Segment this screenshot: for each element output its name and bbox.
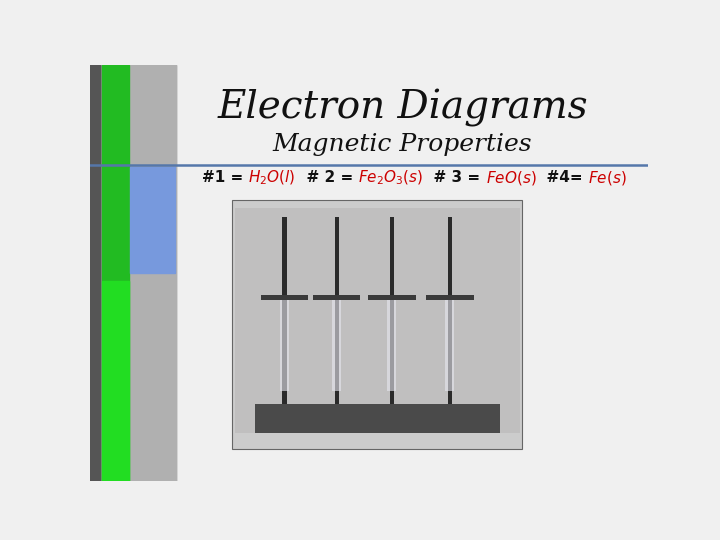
Bar — [333, 300, 341, 391]
Text: Magnetic Properties: Magnetic Properties — [273, 133, 532, 156]
Bar — [282, 217, 287, 404]
Bar — [335, 217, 339, 404]
Bar — [387, 300, 396, 391]
Bar — [448, 217, 452, 404]
Bar — [446, 300, 454, 391]
Bar — [129, 65, 176, 481]
Bar — [90, 65, 100, 481]
Text: $Fe(s)$: $Fe(s)$ — [588, 169, 626, 187]
Bar — [130, 167, 175, 273]
Bar — [233, 200, 523, 449]
Bar — [261, 295, 308, 300]
Bar — [90, 65, 176, 481]
Text: $FeO(s)$: $FeO(s)$ — [485, 169, 536, 187]
Text: # 3 =: # 3 = — [423, 171, 485, 185]
Text: #1 =: #1 = — [202, 171, 248, 185]
Bar — [313, 295, 361, 300]
Bar — [390, 217, 394, 404]
Bar — [102, 65, 129, 481]
Text: #4=: #4= — [536, 171, 588, 185]
Bar — [280, 300, 289, 391]
Bar — [368, 295, 415, 300]
Text: # 2 =: # 2 = — [296, 171, 358, 185]
Text: Electron Diagrams: Electron Diagrams — [217, 90, 588, 127]
Bar — [235, 208, 520, 433]
Bar — [255, 404, 500, 433]
Text: $H_2O(l)$: $H_2O(l)$ — [248, 168, 296, 187]
Bar — [426, 295, 474, 300]
Text: $Fe_2O_3(s)$: $Fe_2O_3(s)$ — [358, 168, 423, 187]
Bar — [102, 281, 129, 481]
